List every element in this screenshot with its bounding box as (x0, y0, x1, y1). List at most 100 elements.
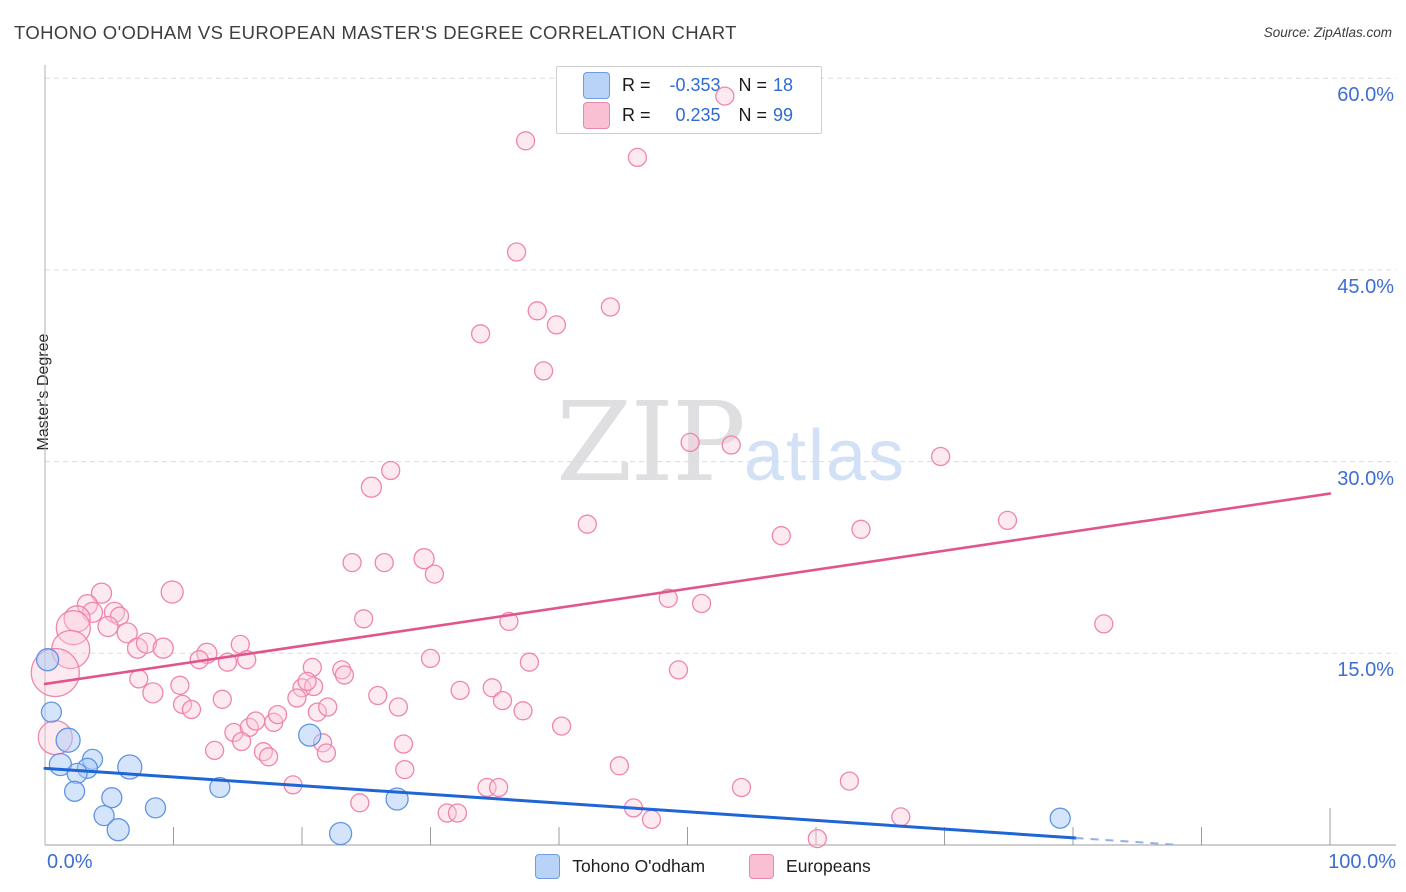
scatter-point-europeans[interactable] (388, 697, 409, 717)
scatter-point-europeans[interactable] (515, 131, 536, 151)
scatter-point-europeans[interactable] (577, 514, 597, 534)
scatter-point-europeans[interactable] (381, 460, 401, 481)
y-axis-tick-label-60.0%: 60.0% (1337, 84, 1394, 107)
scatter-point-europeans[interactable] (350, 793, 370, 813)
scatter-point-europeans[interactable] (90, 582, 113, 604)
scatter-point-europeans[interactable] (129, 669, 149, 689)
trendline-europeans (43, 492, 1332, 686)
scatter-point-europeans[interactable] (55, 610, 91, 646)
scatter-point-europeans[interactable] (170, 675, 190, 695)
scatter-point-europeans[interactable] (731, 777, 752, 798)
scatter-point-europeans[interactable] (160, 580, 184, 604)
scatter-point-tohono-o-odham[interactable] (209, 776, 231, 799)
n-value-european: 99 (773, 104, 794, 125)
scatter-point-europeans[interactable] (1094, 614, 1114, 634)
scatter-point-europeans[interactable] (231, 731, 252, 752)
scatter-point-europeans[interactable] (488, 777, 509, 798)
scatter-point-tohono-o-odham[interactable] (101, 787, 123, 809)
y-axis-tick-label-45.0%: 45.0% (1337, 275, 1394, 298)
scatter-point-europeans[interactable] (267, 704, 288, 725)
scatter-point-europeans[interactable] (506, 242, 527, 262)
scatter-point-europeans[interactable] (482, 678, 502, 698)
scatter-point-europeans[interactable] (807, 828, 827, 849)
scatter-point-europeans[interactable] (437, 803, 457, 823)
scatter-point-europeans[interactable] (307, 702, 328, 722)
scatter-point-europeans[interactable] (600, 297, 621, 317)
scatter-point-europeans[interactable] (641, 809, 662, 830)
scatter-point-europeans[interactable] (551, 716, 572, 736)
scatter-point-europeans[interactable] (181, 699, 202, 720)
scatter-point-europeans[interactable] (204, 740, 225, 761)
scatter-point-europeans[interactable] (771, 526, 791, 546)
scatter-point-europeans[interactable] (533, 361, 554, 381)
scatter-point-tohono-o-odham[interactable] (93, 804, 115, 827)
scatter-point-europeans[interactable] (332, 660, 352, 680)
scatter-point-tohono-o-odham[interactable] (66, 762, 88, 785)
scatter-point-europeans[interactable] (413, 548, 435, 570)
scatter-point-tohono-o-odham[interactable] (40, 701, 63, 723)
scatter-point-europeans[interactable] (316, 743, 337, 763)
scatter-point-europeans[interactable] (287, 688, 307, 708)
scatter-point-tohono-o-odham[interactable] (298, 723, 322, 747)
scatter-point-europeans[interactable] (360, 476, 383, 498)
scatter-point-europeans[interactable] (546, 315, 567, 335)
scatter-point-europeans[interactable] (609, 756, 630, 776)
scatter-point-europeans[interactable] (354, 609, 374, 629)
scatter-point-europeans[interactable] (116, 622, 138, 644)
scatter-point-europeans[interactable] (135, 632, 158, 654)
scatter-point-europeans[interactable] (997, 510, 1018, 531)
scatter-point-europeans[interactable] (627, 147, 648, 168)
scatter-point-tohono-o-odham[interactable] (1049, 807, 1071, 829)
european-swatch (583, 101, 610, 129)
scatter-point-europeans[interactable] (470, 324, 491, 344)
page-title: TOHONO O'ODHAM VS EUROPEAN MASTER'S DEGR… (14, 22, 737, 43)
scatter-point-europeans[interactable] (839, 771, 860, 791)
watermark-zip: ZIP (556, 378, 746, 506)
tohono-swatch (583, 71, 610, 99)
scatter-point-europeans[interactable] (930, 446, 951, 467)
scatter-point-europeans[interactable] (658, 588, 678, 608)
scatter-point-europeans[interactable] (513, 701, 533, 721)
scatter-point-europeans[interactable] (152, 637, 174, 659)
source-link[interactable]: Source: ZipAtlas.com (1263, 25, 1392, 40)
scatter-point-europeans[interactable] (393, 734, 414, 754)
r-label: R = (622, 104, 651, 125)
scatter-point-europeans[interactable] (97, 615, 119, 638)
scatter-point-europeans[interactable] (691, 593, 712, 614)
scatter-point-europeans[interactable] (395, 759, 415, 780)
scatter-point-europeans[interactable] (142, 682, 164, 704)
scatter-point-tohono-o-odham[interactable] (63, 780, 86, 802)
scatter-point-tohono-o-odham[interactable] (328, 821, 353, 846)
scatter-point-europeans[interactable] (527, 301, 547, 321)
scatter-point-europeans[interactable] (342, 552, 362, 573)
scatter-point-europeans[interactable] (447, 803, 468, 823)
scatter-point-europeans[interactable] (420, 648, 441, 669)
scatter-point-tohono-o-odham[interactable] (106, 818, 130, 842)
scatter-point-europeans[interactable] (368, 685, 388, 706)
scatter-point-europeans[interactable] (851, 519, 871, 539)
scatter-point-tohono-o-odham[interactable] (144, 797, 167, 819)
scatter-point-europeans[interactable] (172, 694, 193, 715)
scatter-point-europeans[interactable] (721, 435, 741, 455)
scatter-point-europeans[interactable] (891, 807, 911, 827)
scatter-point-europeans[interactable] (303, 676, 324, 697)
scatter-point-europeans[interactable] (680, 432, 700, 453)
scatter-point-europeans[interactable] (450, 680, 470, 701)
correlation-legend: R = -0.353 N = 18 R = 0.235 N = 99 (556, 66, 822, 134)
watermark-atlas: atlas (743, 416, 906, 496)
r-value-european: 0.235 (675, 104, 721, 125)
scatter-point-europeans[interactable] (519, 652, 540, 672)
scatter-point-europeans[interactable] (492, 690, 513, 711)
scatter-point-europeans[interactable] (258, 747, 279, 767)
scatter-point-europeans[interactable] (424, 564, 445, 584)
scatter-point-tohono-o-odham[interactable] (35, 648, 60, 672)
scatter-point-europeans[interactable] (668, 660, 689, 680)
scatter-point-europeans[interactable] (334, 665, 355, 685)
scatter-point-tohono-o-odham[interactable] (55, 727, 81, 753)
y-axis-tick-label-30.0%: 30.0% (1337, 467, 1394, 490)
scatter-point-europeans[interactable] (374, 552, 394, 573)
scatter-point-europeans[interactable] (212, 689, 232, 709)
scatter-point-europeans[interactable] (318, 697, 338, 717)
scatter-point-europeans[interactable] (297, 671, 317, 692)
scatter-point-europeans[interactable] (246, 711, 266, 731)
